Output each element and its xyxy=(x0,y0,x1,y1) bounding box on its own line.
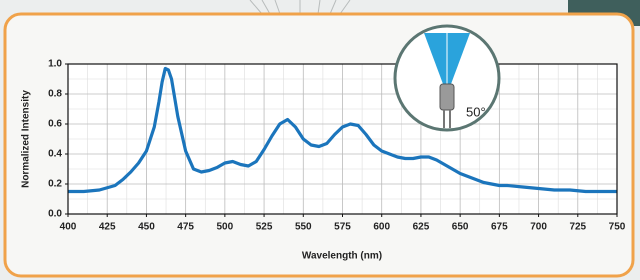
x-tick-label: 700 xyxy=(530,222,547,233)
x-tick-label: 475 xyxy=(177,222,194,233)
x-tick-label: 500 xyxy=(217,222,234,233)
chart: Normalized Intensity Wavelength (nm) 50°… xyxy=(0,0,640,280)
angle-label: 50° xyxy=(466,104,486,119)
lamp-decoration xyxy=(250,0,350,14)
x-tick-label: 450 xyxy=(138,222,155,233)
x-tick-label: 425 xyxy=(99,222,116,233)
y-tick-label: 0.6 xyxy=(48,119,62,130)
x-tick-label: 650 xyxy=(452,222,469,233)
y-tick-label: 0.0 xyxy=(48,209,62,220)
y-axis-title: Normalized Intensity xyxy=(21,90,32,188)
x-tick-label: 525 xyxy=(256,222,273,233)
x-tick-label: 750 xyxy=(609,222,626,233)
page: {"chart_data": {"type": "line", "xlabel"… xyxy=(0,0,640,280)
x-tick-label: 725 xyxy=(569,222,586,233)
x-tick-label: 575 xyxy=(334,222,351,233)
x-tick-label: 550 xyxy=(295,222,312,233)
y-tick-label: 0.4 xyxy=(48,149,62,160)
inset: 50° xyxy=(395,26,499,130)
y-tick-label: 0.8 xyxy=(48,89,62,100)
y-tick-label: 1.0 xyxy=(48,59,62,70)
x-axis-title: Wavelength (nm) xyxy=(302,251,382,262)
x-tick-label: 675 xyxy=(491,222,508,233)
y-tick-label: 0.2 xyxy=(48,179,62,190)
x-tick-label: 625 xyxy=(413,222,430,233)
x-tick-label: 400 xyxy=(60,222,77,233)
x-tick-label: 600 xyxy=(373,222,390,233)
fiber-tip xyxy=(440,84,454,110)
